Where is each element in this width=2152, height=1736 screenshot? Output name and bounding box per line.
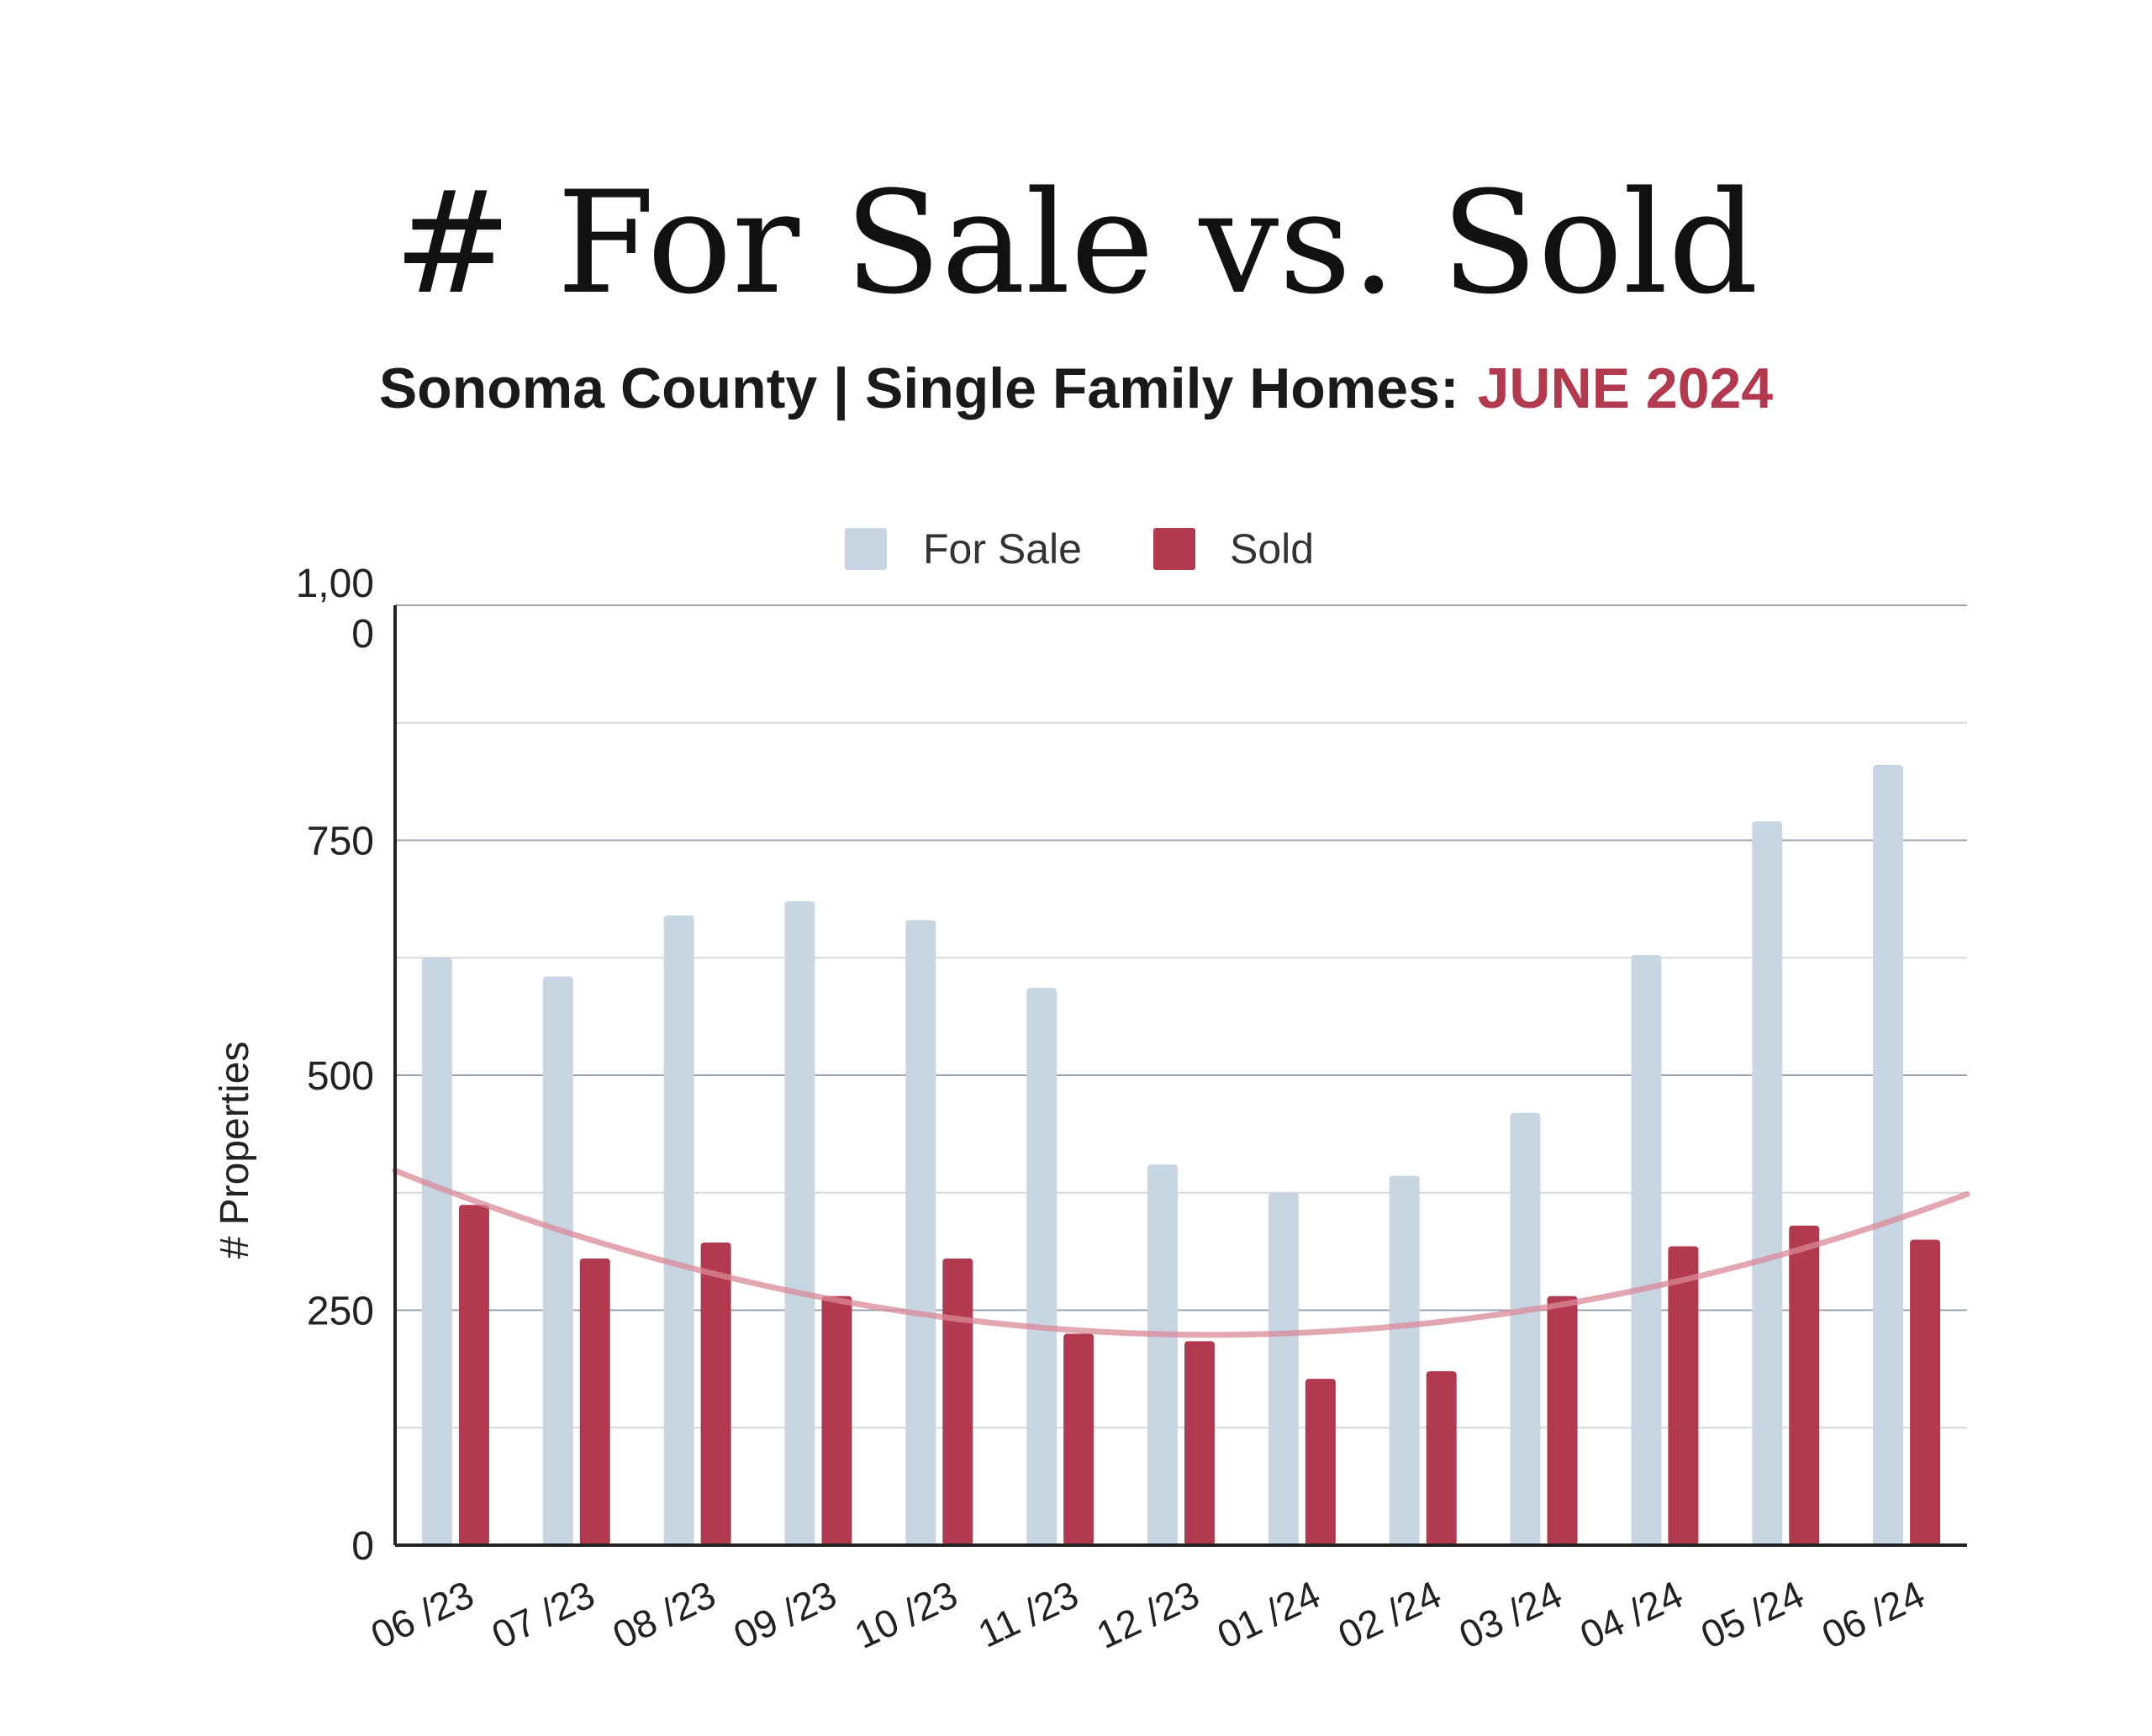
bar-for-sale xyxy=(1268,1192,1299,1545)
bar-sold xyxy=(821,1295,852,1545)
x-tick-label: 06 /23 xyxy=(364,1572,480,1657)
bar-for-sale xyxy=(1389,1175,1420,1545)
bar-for-sale xyxy=(784,901,815,1545)
trendline-sold xyxy=(392,1167,1970,1338)
x-tick-label: 05 /24 xyxy=(1695,1572,1811,1657)
x-tick-labels: 06 /23 07 /23 08 /23 09 /23 10 /23 11 /23 12 /… xyxy=(364,1572,1931,1657)
legend-label-sold: Sold xyxy=(1230,525,1314,573)
bar-for-sale xyxy=(663,915,694,1545)
bar-for-sale xyxy=(1026,988,1058,1545)
bar-sold xyxy=(579,1258,610,1545)
x-tick-label: 01 /24 xyxy=(1210,1572,1327,1657)
bar-for-sale xyxy=(1752,821,1783,1545)
x-tick-label: 04 /24 xyxy=(1574,1572,1690,1657)
bar-for-sale xyxy=(1873,765,1904,1545)
subtitle-main: Sonoma County | Single Family Homes: xyxy=(378,356,1459,420)
x-tick-label: 02 /24 xyxy=(1332,1572,1448,1657)
chart-subtitle: Sonoma County | Single Family Homes: JUNE… xyxy=(0,360,2152,417)
bar-sold xyxy=(1668,1246,1699,1545)
subtitle-accent: JUNE 2024 xyxy=(1477,356,1774,420)
bar-sold xyxy=(942,1258,973,1545)
y-tick-label: 1,00 0 xyxy=(296,562,374,657)
bar-sold xyxy=(1426,1371,1457,1545)
bar-for-sale xyxy=(905,920,936,1545)
bar-sold xyxy=(1184,1341,1215,1545)
bar-for-sale xyxy=(421,958,452,1545)
y-tick-label: 750 xyxy=(307,820,374,864)
x-tick-label: 12 /23 xyxy=(1089,1572,1205,1657)
x-tick-label: 09 /23 xyxy=(727,1572,843,1657)
x-tick-label: 10 /23 xyxy=(848,1572,964,1657)
bars xyxy=(421,765,1941,1545)
bar-sold xyxy=(1910,1239,1941,1545)
y-axis-label: # Properties xyxy=(213,1042,257,1259)
grid-lines xyxy=(395,604,1967,1429)
bar-sold xyxy=(1305,1379,1336,1545)
bar-for-sale xyxy=(1147,1164,1178,1545)
y-tick-label: 0 xyxy=(351,1524,374,1569)
bar-for-sale xyxy=(1510,1112,1541,1545)
axes xyxy=(393,605,1967,1547)
bar-sold xyxy=(1547,1295,1578,1545)
x-tick-label: 03 /24 xyxy=(1453,1572,1569,1657)
legend-swatch-for-sale xyxy=(845,528,887,570)
legend-label-for-sale: For Sale xyxy=(923,525,1082,573)
chart-legend: For Sale Sold xyxy=(845,525,1314,573)
bar-sold xyxy=(700,1243,731,1545)
y-tick-label: 500 xyxy=(307,1054,374,1099)
x-tick-label: 11 /23 xyxy=(972,1572,1085,1656)
x-tick-label: 08 /23 xyxy=(606,1572,722,1657)
bar-sold xyxy=(1789,1225,1820,1545)
x-tick-label: 07 /23 xyxy=(485,1572,601,1657)
legend-swatch-sold xyxy=(1153,528,1195,570)
y-tick-label: 250 xyxy=(307,1290,374,1334)
x-tick-label: 06 /24 xyxy=(1815,1572,1931,1657)
chart-title: # For Sale vs. Sold xyxy=(393,161,1759,325)
trendline xyxy=(392,1167,1970,1338)
bar-for-sale xyxy=(1631,954,1662,1545)
bar-for-sale xyxy=(542,976,573,1545)
bar-sold xyxy=(1063,1333,1094,1545)
bar-sold xyxy=(458,1205,489,1545)
y-tick-labels: 0 250 500 750 1,00 0 xyxy=(296,562,374,1569)
